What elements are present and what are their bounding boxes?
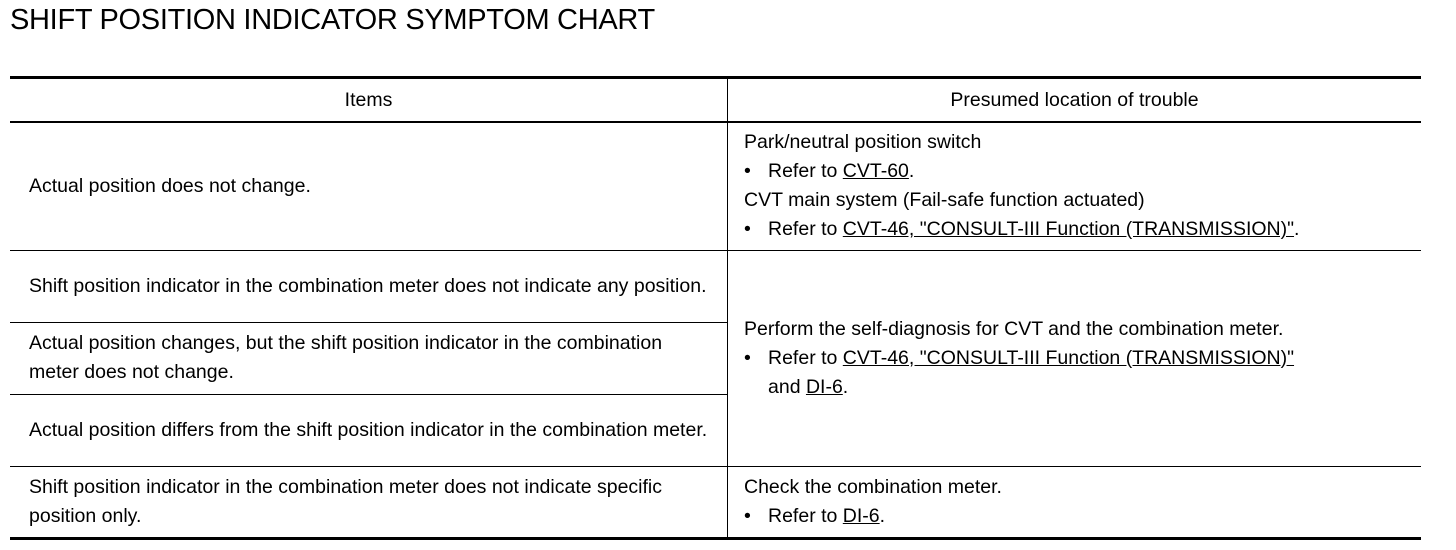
item-cell: Actual position does not change. — [10, 121, 728, 250]
table-row: Actual position differs from the shift p… — [10, 393, 1421, 466]
and-text: and — [768, 375, 806, 398]
punct: . — [908, 160, 915, 183]
table-row: Actual position does not change. Park/ne… — [10, 121, 1421, 250]
item-cell: Actual position changes, but the shift p… — [10, 321, 728, 394]
refer-text: Refer to — [768, 504, 843, 527]
punct: . — [1294, 218, 1300, 241]
item-cell: Shift position indicator in the combinat… — [10, 249, 728, 322]
item-cell: Shift position indicator in the combinat… — [10, 465, 728, 538]
location-cell: Check the combination meter. • Refer to D… — [727, 465, 1421, 538]
location-text: CVT main system (Fail-safe function actu… — [744, 189, 1145, 212]
location-cell: Perform the self-diagnosis for CVT and t… — [727, 249, 1421, 466]
location-cell: Park/neutral position switch • Refer to C… — [727, 121, 1421, 250]
link-cvt-60[interactable]: CVT-60 — [842, 160, 909, 183]
location-text: Check the combination meter. — [744, 475, 1002, 498]
link-cvt-46[interactable]: CVT-46, "CONSULT-III Function (TRANSMISS… — [842, 346, 1295, 369]
table-row: Shift position indicator in the combinat… — [10, 249, 1421, 466]
link-di-6[interactable]: DI-6 — [842, 504, 880, 527]
table-row: Actual position changes, but the shift p… — [10, 321, 1421, 394]
table-row: Shift position indicator in the combinat… — [10, 465, 1421, 538]
bullet-icon: • — [744, 504, 751, 527]
header-items: Items — [10, 77, 728, 123]
location-text: Perform the self-diagnosis for CVT and t… — [744, 317, 1284, 340]
refer-text: Refer to — [768, 160, 843, 183]
symptom-table: Items Presumed location of trouble Actua… — [10, 76, 1421, 540]
header-location: Presumed location of trouble — [727, 77, 1421, 123]
link-di-6[interactable]: DI-6 — [805, 375, 843, 398]
item-cell: Actual position differs from the shift p… — [10, 393, 728, 466]
punct: . — [879, 504, 886, 527]
link-cvt-46[interactable]: CVT-46, "CONSULT-III Function (TRANSMISS… — [842, 218, 1295, 241]
table-header: Items Presumed location of trouble — [10, 77, 1421, 123]
refer-text: Refer to — [768, 346, 843, 369]
bullet-icon: • — [744, 160, 751, 183]
bullet-icon: • — [744, 218, 751, 241]
location-text: Park/neutral position switch — [744, 131, 982, 154]
refer-text: Refer to — [768, 218, 843, 241]
punct: . — [842, 375, 849, 398]
bullet-icon: • — [744, 346, 751, 369]
page-title: SHIFT POSITION INDICATOR SYMPTOM CHART — [10, 4, 655, 36]
